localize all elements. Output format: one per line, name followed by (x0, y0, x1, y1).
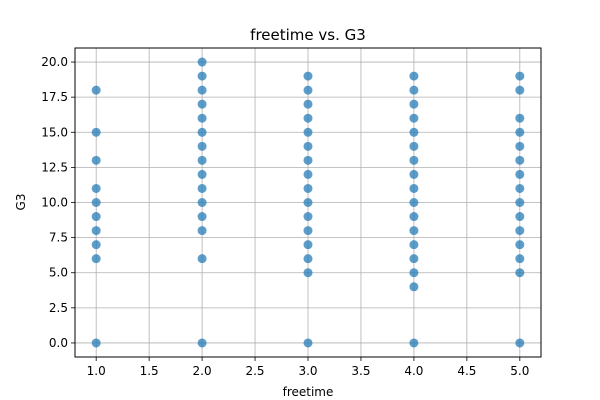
scatter-point (303, 127, 313, 137)
scatter-point (515, 212, 525, 222)
scatter-point (409, 254, 419, 264)
scatter-point (91, 240, 101, 250)
scatter-point (303, 338, 313, 348)
scatter-point (91, 254, 101, 264)
scatter-point (515, 183, 525, 193)
scatter-point (197, 254, 207, 264)
y-tick-label: 10.0 (41, 196, 68, 210)
scatter-point (303, 183, 313, 193)
scatter-point (409, 183, 419, 193)
x-axis-ticks: 1.0 1.5 2.0 2.5 3.0 3.5 4.0 4.5 5.0 (87, 357, 529, 378)
scatter-point (197, 127, 207, 137)
scatter-point (409, 71, 419, 81)
scatter-point (515, 85, 525, 95)
scatter-point (515, 226, 525, 236)
x-tick-label: 3.5 (351, 364, 370, 378)
scatter-point (409, 169, 419, 179)
scatter-point (197, 338, 207, 348)
x-tick-label: 2.0 (193, 364, 212, 378)
scatter-point (91, 198, 101, 207)
scatter-point (409, 282, 419, 292)
scatter-point (515, 254, 525, 264)
scatter-point (515, 268, 525, 278)
scatter-point (515, 71, 525, 81)
scatter-point (303, 254, 313, 264)
scatter-point (515, 198, 525, 207)
scatter-point (303, 113, 313, 123)
scatter-point (303, 198, 313, 207)
scatter-point (409, 212, 419, 222)
scatter-point (515, 338, 525, 348)
scatter-point (197, 57, 207, 67)
scatter-point (197, 99, 207, 109)
scatter-point (515, 141, 525, 151)
x-tick-label: 4.0 (404, 364, 423, 378)
scatter-point (409, 338, 419, 348)
scatter-point (197, 183, 207, 193)
y-tick-label: 5.0 (49, 266, 68, 280)
y-tick-label: 12.5 (41, 160, 68, 174)
scatter-point (303, 99, 313, 109)
scatter-point (91, 338, 101, 348)
x-tick-label: 1.0 (87, 364, 106, 378)
scatter-point (303, 155, 313, 165)
scatter-point (409, 113, 419, 123)
scatter-point (91, 212, 101, 222)
scatter-point (515, 240, 525, 250)
y-tick-label: 2.5 (49, 301, 68, 315)
y-axis-label: G3 (14, 194, 28, 211)
scatter-point (409, 198, 419, 207)
scatter-point (409, 268, 419, 278)
scatter-point (197, 198, 207, 207)
chart-title: freetime vs. G3 (250, 26, 366, 44)
scatter-point (409, 85, 419, 95)
x-tick-label: 2.5 (245, 364, 264, 378)
scatter-point (197, 226, 207, 236)
scatter-point (303, 71, 313, 81)
scatter-point (303, 226, 313, 236)
scatter-point (91, 85, 101, 95)
y-axis-ticks: 0.0 2.5 5.0 7.5 10.0 12.5 15.0 17.5 20.0 (41, 55, 75, 350)
scatter-point (409, 141, 419, 151)
x-tick-label: 1.5 (140, 364, 159, 378)
scatter-point (197, 141, 207, 151)
data-points (91, 57, 525, 348)
scatter-point (409, 127, 419, 137)
scatter-point (303, 169, 313, 179)
scatter-point (197, 71, 207, 81)
scatter-point (515, 127, 525, 137)
y-tick-label: 7.5 (49, 231, 68, 245)
scatter-point (515, 113, 525, 123)
scatter-point (91, 226, 101, 236)
scatter-point (91, 127, 101, 137)
scatter-point (303, 212, 313, 222)
scatter-point (197, 155, 207, 165)
x-axis-label: freetime (283, 385, 334, 399)
scatter-point (197, 169, 207, 179)
scatter-point (91, 155, 101, 165)
scatter-point (197, 212, 207, 222)
y-tick-label: 20.0 (41, 55, 68, 69)
scatter-point (91, 183, 101, 193)
scatter-point (515, 155, 525, 165)
y-tick-label: 15.0 (41, 125, 68, 139)
x-tick-label: 3.0 (298, 364, 317, 378)
scatter-point (409, 99, 419, 109)
scatter-point (197, 85, 207, 95)
y-tick-label: 0.0 (49, 336, 68, 350)
x-tick-label: 5.0 (510, 364, 529, 378)
scatter-point (515, 169, 525, 179)
scatter-point (197, 113, 207, 123)
y-tick-label: 17.5 (41, 90, 68, 104)
scatter-point (409, 155, 419, 165)
x-tick-label: 4.5 (457, 364, 476, 378)
scatter-point (303, 141, 313, 151)
scatter-point (409, 226, 419, 236)
scatter-point (409, 240, 419, 250)
scatter-point (303, 268, 313, 278)
scatter-point (303, 240, 313, 250)
scatter-point (303, 85, 313, 95)
